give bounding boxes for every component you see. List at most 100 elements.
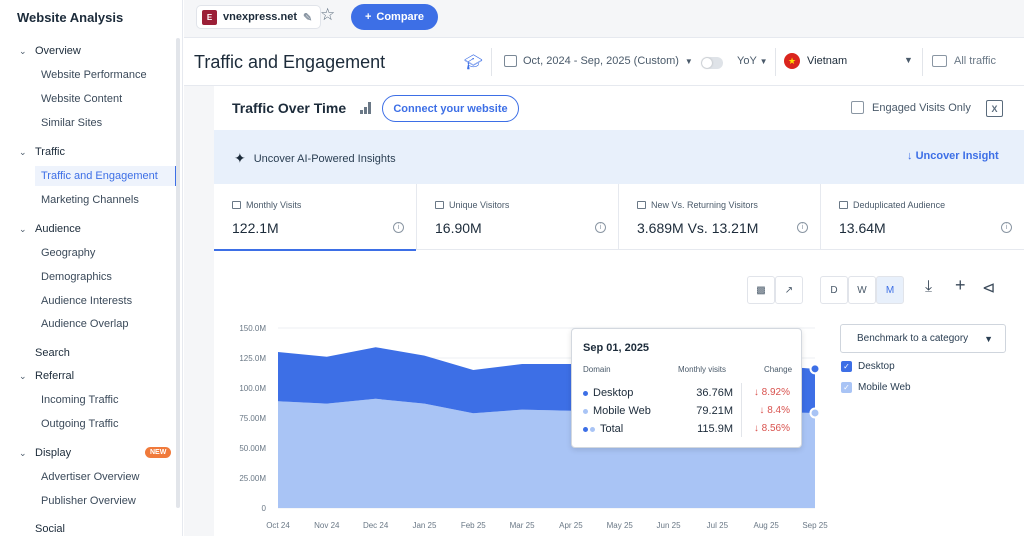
sidebar-item-similar-sites[interactable]: Similar Sites bbox=[41, 117, 103, 129]
chart-tooltip: Sep 01, 2025 Domain Monthly visits Chang… bbox=[571, 328, 802, 448]
chevron-down-icon: ⌄ bbox=[19, 448, 27, 458]
sidebar-item-website-content[interactable]: Website Content bbox=[41, 93, 123, 105]
domain-chip[interactable]: E vnexpress.net ✎ bbox=[196, 5, 322, 29]
sidebar-section-audience[interactable]: ⌄ Audience bbox=[19, 223, 81, 235]
tooltip-row-mobile: Mobile Web 79.21M ↓ 8.4% bbox=[583, 405, 793, 419]
sidebar-section-traffic[interactable]: ⌄ Traffic bbox=[19, 146, 65, 158]
page-header: Traffic and Engagement 🎓︎ Oct, 2024 - Se… bbox=[184, 38, 1024, 86]
checkmark-icon: ✓ bbox=[841, 382, 852, 393]
metric-label: New Vs. Returning Visitors bbox=[651, 200, 758, 210]
users-icon bbox=[839, 201, 848, 209]
country-selector[interactable]: ★ Vietnam ▼ bbox=[784, 53, 914, 69]
hover-point-desktop bbox=[809, 363, 821, 375]
info-icon[interactable]: i bbox=[595, 222, 606, 233]
tooltip-date: Sep 01, 2025 bbox=[583, 342, 650, 354]
pencil-icon[interactable]: ✎ bbox=[302, 11, 313, 24]
compare-button[interactable]: + Compare bbox=[351, 4, 438, 30]
sidebar-scrollbar[interactable] bbox=[176, 38, 180, 508]
sidebar-section-referral[interactable]: ⌄ Referral bbox=[19, 370, 75, 382]
x-tick-label: May 25 bbox=[607, 521, 634, 530]
checkbox[interactable] bbox=[851, 101, 864, 114]
metric-monthly-visits[interactable]: Monthly Visits 122.1M i bbox=[214, 184, 417, 251]
chevron-down-icon: ⌄ bbox=[19, 224, 27, 234]
traffic-type-selector[interactable]: All traffic bbox=[932, 55, 996, 67]
star-icon[interactable]: ☆ bbox=[320, 5, 336, 24]
series-dot bbox=[583, 409, 588, 414]
info-icon[interactable]: i bbox=[393, 222, 404, 233]
y-tick-label: 100.0M bbox=[239, 384, 266, 393]
benchmark-dropdown[interactable]: Benchmark to a category ▼ bbox=[840, 324, 1006, 353]
metrics-row: Monthly Visits 122.1M i Unique Visitors … bbox=[214, 184, 1024, 251]
legend-desktop[interactable]: ✓ Desktop bbox=[841, 361, 895, 372]
sidebar-item-geography[interactable]: Geography bbox=[41, 247, 96, 259]
sidebar-item-demographics[interactable]: Demographics bbox=[41, 271, 112, 283]
metric-value: 122.1M bbox=[232, 220, 279, 236]
granularity-day[interactable]: D bbox=[820, 276, 848, 304]
excel-export-icon[interactable]: X bbox=[986, 100, 1003, 117]
legend-mobile-web[interactable]: ✓ Mobile Web bbox=[841, 382, 911, 393]
add-icon[interactable]: + bbox=[955, 275, 966, 295]
date-range-selector[interactable]: Oct, 2024 - Sep, 2025 (Custom) ▼ bbox=[504, 55, 693, 67]
granularity-month[interactable]: M bbox=[876, 276, 904, 304]
new-badge: NEW bbox=[145, 447, 172, 458]
x-tick-label: Mar 25 bbox=[510, 521, 535, 530]
sidebar-item-outgoing-traffic[interactable]: Outgoing Traffic bbox=[41, 418, 119, 430]
caret-down-icon: ▼ bbox=[904, 55, 913, 65]
caret-down-icon: ▼ bbox=[684, 56, 693, 66]
x-tick-label: Oct 24 bbox=[266, 521, 290, 530]
metric-label: Unique Visitors bbox=[449, 200, 510, 210]
sparkle-icon: ✦ bbox=[234, 150, 246, 166]
sidebar-item-incoming-traffic[interactable]: Incoming Traffic bbox=[41, 394, 119, 406]
site-favicon-icon: E bbox=[202, 9, 217, 25]
y-tick-label: 125.0M bbox=[239, 354, 266, 363]
yoy-selector[interactable]: YoY ▼ bbox=[737, 55, 768, 67]
metric-value: 3.689M Vs. 13.21M bbox=[637, 220, 759, 236]
sidebar-item-audience-interests[interactable]: Audience Interests bbox=[41, 295, 133, 307]
metric-new-vs-returning[interactable]: New Vs. Returning Visitors 3.689M Vs. 13… bbox=[619, 184, 821, 250]
user-icon bbox=[435, 201, 444, 209]
download-icon[interactable]: ⤓ bbox=[925, 278, 933, 295]
divider bbox=[922, 48, 923, 76]
yoy-toggle[interactable] bbox=[701, 57, 723, 69]
metric-label: Monthly Visits bbox=[246, 200, 302, 210]
checkmark-icon: ✓ bbox=[841, 361, 852, 372]
granularity-week[interactable]: W bbox=[848, 276, 876, 304]
sidebar-section-overview[interactable]: ⌄ Overview bbox=[19, 45, 81, 57]
info-icon[interactable]: i bbox=[797, 222, 808, 233]
sidebar-item-website-performance[interactable]: Website Performance bbox=[41, 69, 147, 81]
sidebar-item-publisher-overview[interactable]: Publisher Overview bbox=[41, 495, 136, 507]
x-tick-label: Dec 24 bbox=[363, 521, 389, 530]
chevron-down-icon: ⌄ bbox=[19, 371, 27, 381]
x-tick-label: Nov 24 bbox=[314, 521, 340, 530]
metric-unique-visitors[interactable]: Unique Visitors 16.90M i bbox=[417, 184, 619, 250]
sidebar-item-traffic-engagement[interactable]: Traffic and Engagement bbox=[41, 170, 158, 182]
sidebar-section-search[interactable]: Search bbox=[35, 347, 70, 359]
metric-deduplicated-audience[interactable]: Deduplicated Audience 13.64M i bbox=[821, 184, 1024, 250]
sidebar-item-advertiser-overview[interactable]: Advertiser Overview bbox=[41, 471, 140, 483]
tooltip-row-total: Total 115.9M ↓ 8.56% bbox=[583, 423, 793, 437]
series-dot bbox=[583, 427, 588, 432]
x-tick-label: Feb 25 bbox=[461, 521, 486, 530]
y-tick-label: 0 bbox=[262, 504, 267, 513]
share-icon[interactable]: ⊲ bbox=[982, 280, 996, 297]
x-tick-label: Apr 25 bbox=[559, 521, 583, 530]
engaged-visits-checkbox[interactable]: Engaged Visits Only bbox=[851, 101, 971, 114]
sidebar-section-display[interactable]: ⌄ Display bbox=[19, 447, 72, 459]
line-chart-toggle-icon[interactable]: ↗ bbox=[775, 276, 803, 304]
domain-name: vnexpress.net bbox=[223, 11, 297, 23]
x-tick-label: Aug 25 bbox=[754, 521, 780, 530]
tooltip-col-domain: Domain bbox=[583, 365, 611, 374]
connect-website-button[interactable]: Connect your website bbox=[382, 95, 519, 122]
sidebar-section-social[interactable]: Social bbox=[35, 523, 65, 535]
x-tick-label: Jul 25 bbox=[707, 521, 729, 530]
uncover-insight-link[interactable]: ↓ Uncover Insight bbox=[907, 150, 999, 162]
graduation-cap-icon[interactable]: 🎓︎ bbox=[464, 54, 484, 71]
bar-chart-toggle-icon[interactable]: ▩ bbox=[747, 276, 775, 304]
sidebar-item-marketing-channels[interactable]: Marketing Channels bbox=[41, 194, 139, 206]
tooltip-row-desktop: Desktop 36.76M ↓ 8.92% bbox=[583, 387, 793, 401]
vietnam-flag-icon: ★ bbox=[784, 53, 800, 69]
sidebar-item-audience-overlap[interactable]: Audience Overlap bbox=[41, 318, 129, 330]
devices-icon bbox=[932, 55, 947, 67]
metric-value: 16.90M bbox=[435, 220, 482, 236]
info-icon[interactable]: i bbox=[1001, 222, 1012, 233]
